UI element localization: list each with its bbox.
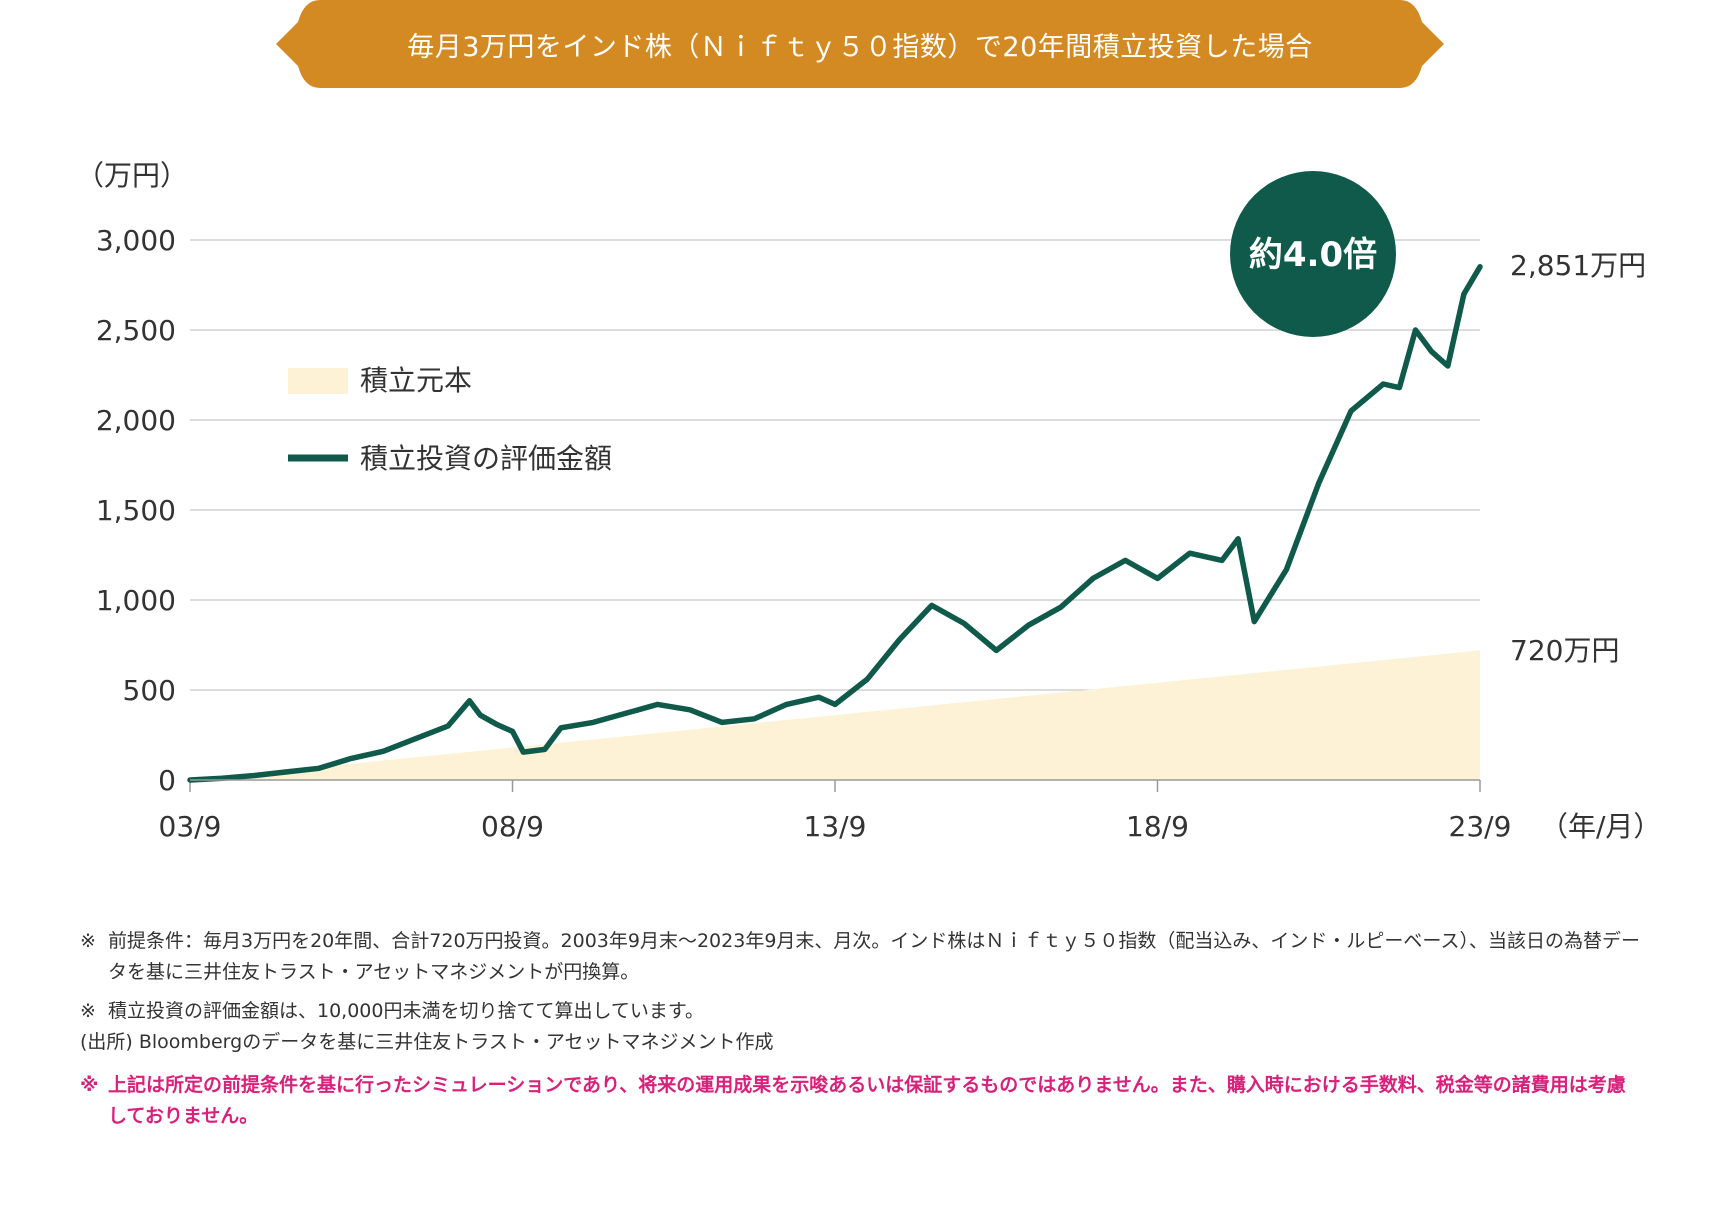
footnotes: ※ 前提条件：毎月3万円を20年間、合計720万円投資。2003年9月末～2023…: [80, 926, 1640, 1132]
banner-shape: [276, 0, 1444, 88]
y-tick-label: 3,000: [96, 224, 176, 257]
y-tick-label: 0: [158, 764, 176, 797]
annotation-principal-total: 720万円: [1510, 634, 1619, 667]
note-mark: ※: [80, 1074, 99, 1096]
note-text: 前提条件：毎月3万円を20年間、合計720万円投資。2003年9月末～2023年…: [108, 930, 1640, 983]
note-text: (出所) Bloombergのデータを基に三井住友トラスト・アセットマネジメント…: [80, 1031, 774, 1053]
note-mark: ※: [80, 930, 96, 952]
y-unit-label: （万円）: [76, 159, 188, 192]
y-tick-label: 2,500: [96, 314, 176, 347]
legend: 積立元本 積立投資の評価金額: [288, 364, 612, 475]
note-text: 上記は所定の前提条件を基に行ったシミュレーションであり、将来の運用成果を示唆ある…: [108, 1074, 1626, 1127]
principal-area: [190, 650, 1480, 780]
y-tick-labels: 0 500 1,000 1,500 2,000 2,500 3,000: [96, 224, 176, 797]
badge-circle: [1230, 171, 1396, 337]
y-tick-label: 2,000: [96, 404, 176, 437]
y-tick-label: 1,500: [96, 494, 176, 527]
badge-text: 約4.0倍: [1249, 235, 1377, 275]
x-tick-label: 23/9: [1449, 810, 1512, 843]
legend-label-valuation: 積立投資の評価金額: [360, 442, 612, 475]
note-assumptions: ※ 前提条件：毎月3万円を20年間、合計720万円投資。2003年9月末～2023…: [80, 926, 1640, 988]
y-tick-label: 1,000: [96, 584, 176, 617]
note-disclaimer: ※ 上記は所定の前提条件を基に行ったシミュレーションであり、将来の運用成果を示唆あ…: [80, 1070, 1640, 1132]
note-mark: ※: [80, 1000, 96, 1022]
x-tick-labels: 03/9 08/9 13/9 18/9 23/9: [159, 810, 1512, 843]
x-tick-label: 18/9: [1126, 810, 1189, 843]
legend-swatch-principal: [288, 368, 348, 394]
note-source: (出所) Bloombergのデータを基に三井住友トラスト・アセットマネジメント…: [80, 1027, 1640, 1058]
x-tick-label: 13/9: [804, 810, 867, 843]
note-text: 積立投資の評価金額は、10,000円未満を切り捨てて算出しています。: [108, 1000, 705, 1022]
annotation-final-value: 2,851万円: [1510, 249, 1646, 282]
y-tick-label: 500: [123, 674, 176, 707]
note-rounding: ※ 積立投資の評価金額は、10,000円未満を切り捨てて算出しています。: [80, 996, 1640, 1027]
valuation-line: [187, 264, 1483, 783]
banner-title: 毎月3万円をインド株（Ｎｉｆｔｙ５０指数）で20年間積立投資した場合: [407, 31, 1313, 63]
x-unit-label: （年/月）: [1540, 810, 1661, 843]
x-tick-label: 03/9: [159, 810, 222, 843]
title-banner: 毎月3万円をインド株（Ｎｉｆｔｙ５０指数）で20年間積立投資した場合: [276, 0, 1444, 88]
legend-label-principal: 積立元本: [360, 364, 472, 397]
x-tick-label: 08/9: [481, 810, 544, 843]
multiplier-badge: 約4.0倍: [1230, 171, 1396, 337]
